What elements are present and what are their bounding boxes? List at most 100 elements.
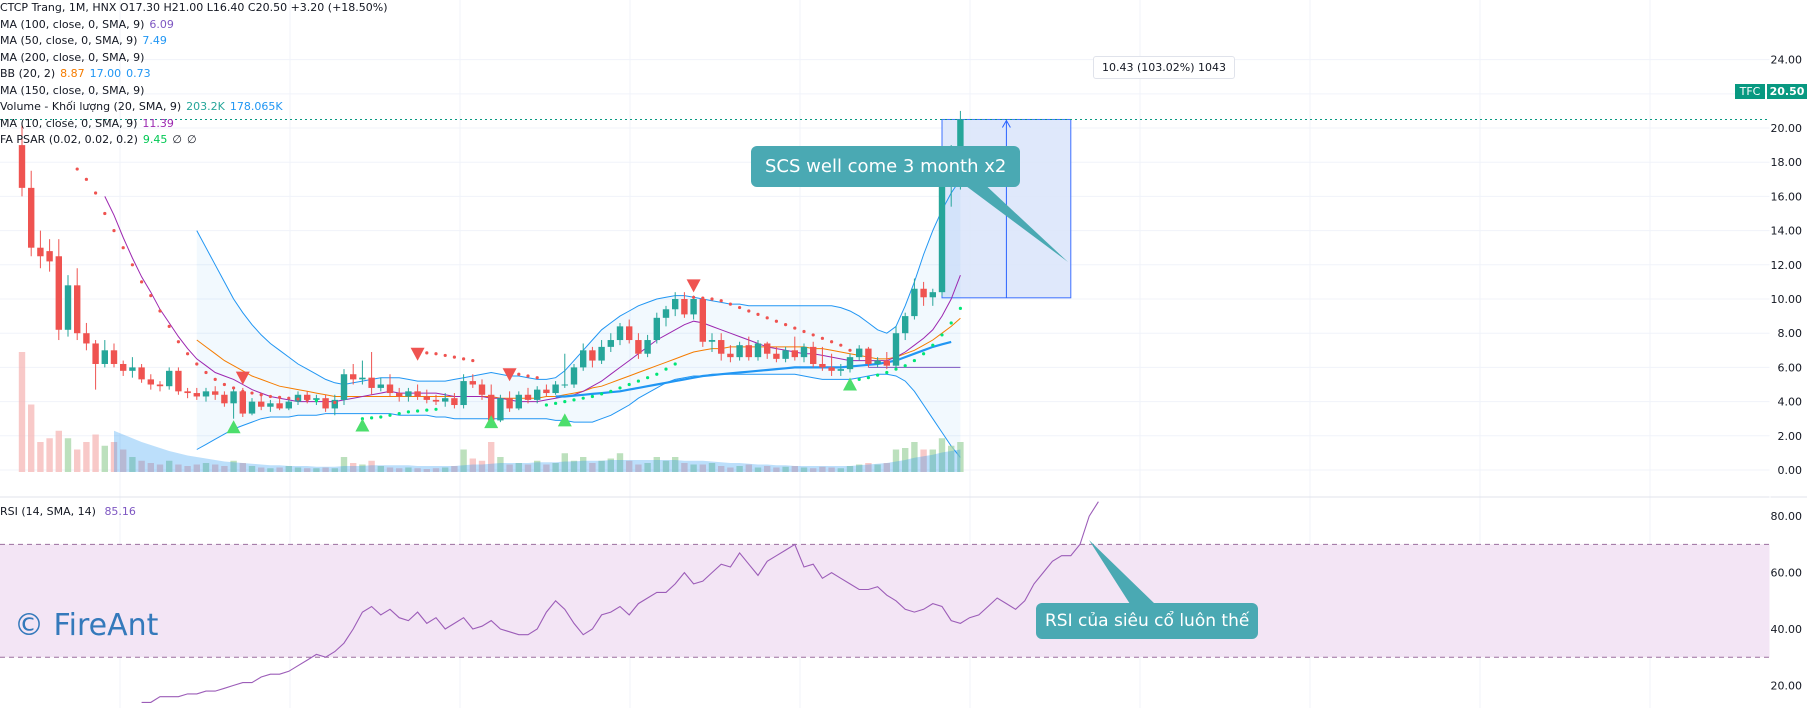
volume-bar [552,463,559,472]
candle-body [285,401,292,409]
volume-bar [414,468,421,472]
candle-body [212,391,219,395]
volume-bar [810,468,817,472]
price-axis-tick: 18.00 [1771,156,1803,169]
volume-bar [156,464,164,472]
price-axis-tick: 10.00 [1771,293,1803,306]
candle-body [405,391,412,397]
psar-dot [581,396,585,400]
candle-body [902,316,909,334]
candle-body [653,317,660,341]
candle-body [681,299,688,315]
psar-up-marker [355,418,370,432]
candle-body [524,394,532,400]
volume-bar [18,352,26,472]
volume-bar [184,466,191,472]
candle-body [331,399,338,409]
volume-bar [451,466,458,472]
candle-body [55,256,62,330]
candle-body [791,350,798,358]
legend-row-value: 7.49 [142,34,167,47]
volume-bar [248,466,256,472]
volume-bar [911,442,918,472]
candle-body [18,145,26,188]
candle-body [202,391,210,397]
candle-body [920,288,927,298]
callout-scs[interactable]: SCS well come 3 month x2 [751,146,1021,187]
volume-bar [607,458,614,472]
psar-up-marker [484,415,499,429]
psar-down-marker [235,371,250,385]
psar-dot [140,280,144,284]
volume-bar [267,468,274,472]
legend-row-value: ∅ [186,133,197,146]
psar-dot [213,377,217,381]
volume-bar [708,463,716,472]
candle-body [819,363,826,368]
volume-bar [276,467,283,472]
psar-dot [728,302,733,306]
psar-up-marker [226,420,241,434]
candle-body [874,360,881,364]
psar-dot [517,372,521,376]
candle-body [856,348,863,358]
psar-dot [370,416,374,420]
psar-dot [903,364,907,368]
volume-bar [359,464,366,472]
volume-bar [589,463,596,472]
candle-body [28,187,35,248]
legend-row-value: 9.45 [142,133,168,146]
volume-bar [543,464,550,472]
candle-body [782,350,789,359]
psar-dot [416,409,420,413]
price-axis-tick: 20.00 [1771,122,1803,135]
psar-dot [618,386,622,390]
psar-dot [894,367,898,371]
callout-rsi[interactable]: RSI của siêu cổ luôn thế [1036,603,1259,639]
bb-upper-line [196,179,961,386]
psar-dot [572,398,576,402]
legend-row-label: MA (10, close, 0, SMA, 9) [0,116,138,130]
candle-body [147,379,154,385]
price-axis-tick: 6.00 [1778,361,1803,374]
psar-dot [195,362,199,366]
psar-dot [600,392,604,396]
psar-dot [268,394,272,399]
psar-dot [554,401,558,405]
price-axis-tick: 8.00 [1778,327,1803,340]
psar-dot [949,321,953,325]
psar-down-marker [502,368,517,382]
candle-body [267,403,274,407]
psar-dot [820,336,825,340]
volume-bar [340,457,348,472]
volume-bar [837,468,844,472]
candle-body [129,367,136,371]
volume-bar [423,469,430,472]
candle-body [488,394,495,421]
candle-body [846,357,854,370]
volume-bar [304,468,311,472]
psar-dot [324,400,328,404]
volume-bar [846,466,854,472]
volume-bar [681,463,688,472]
volume-bar [515,463,522,472]
price-axis-tick: 2.00 [1778,430,1803,443]
volume-bar [644,463,651,472]
candle-body [570,367,578,385]
candle-body [635,340,642,354]
ma-purple-line [104,196,961,403]
legend-row-value: 17.00 [89,67,122,80]
candle-body [580,350,587,368]
psar-dot [296,397,300,401]
candle-body [74,285,81,334]
psar-dot [848,348,852,352]
volume-bar [202,463,210,472]
volume-bar [488,442,495,472]
legend-row-value: 8.87 [60,67,85,80]
psar-dot [176,340,180,344]
volume-bar [699,464,706,472]
volume-bar [865,463,872,472]
legend-row: MA (10, close, 0, SMA, 9) 11.39 [0,116,388,133]
candle-body [322,398,329,409]
legend-row-value: 6.09 [149,17,174,31]
